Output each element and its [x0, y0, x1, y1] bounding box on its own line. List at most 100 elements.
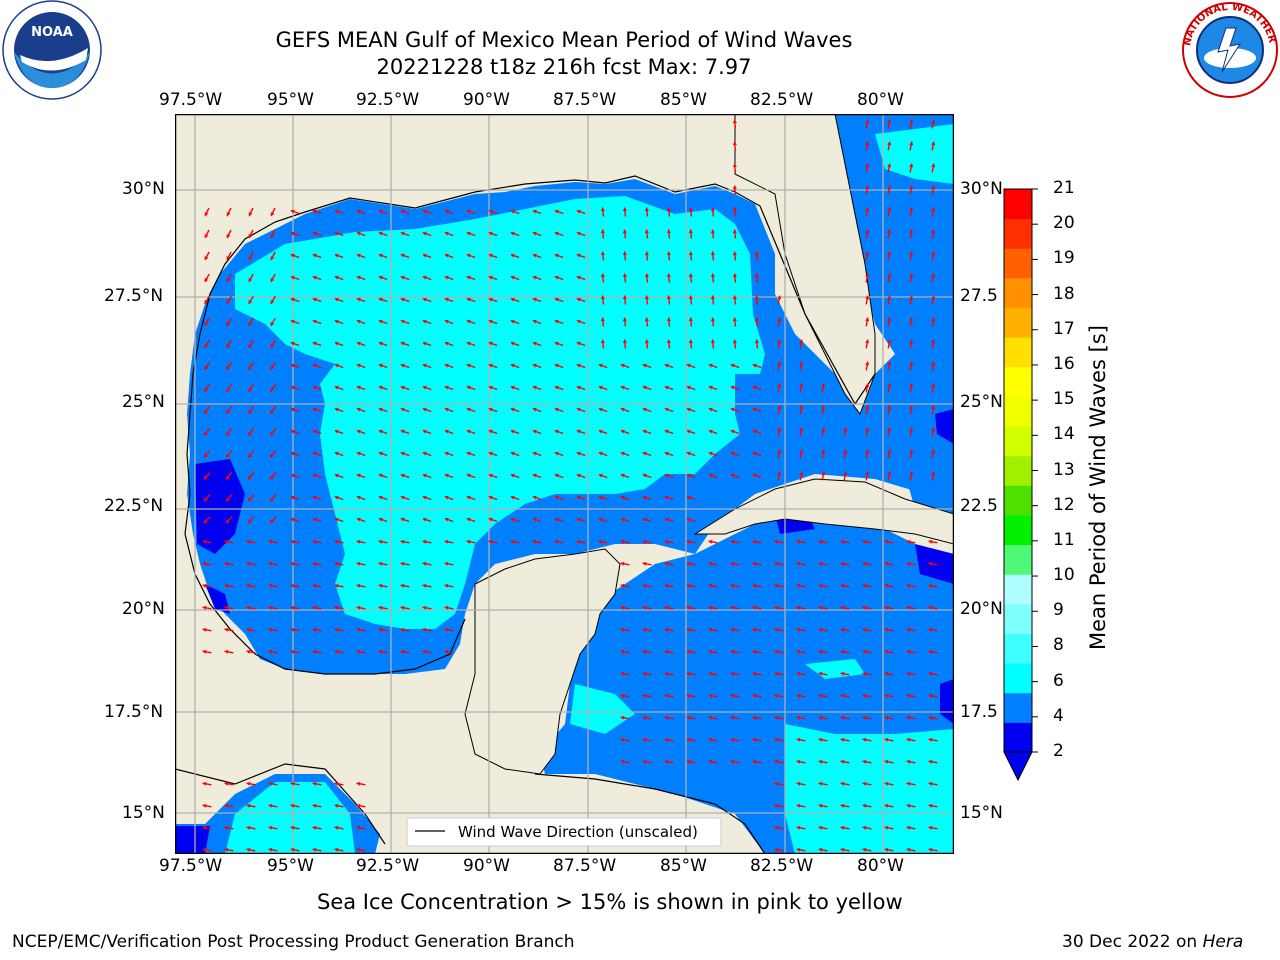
wave-arrow-head — [400, 627, 405, 632]
wave-arrow-head — [686, 671, 691, 676]
wave-arrow-head — [532, 341, 537, 346]
wave-arrow-head — [928, 847, 933, 852]
wave-arrow-head — [466, 297, 471, 302]
wave-arrow-head — [840, 649, 845, 654]
wave-arrow-head — [268, 583, 273, 588]
wave-arrow-head — [754, 273, 759, 278]
wave-arrow-head — [356, 341, 361, 346]
wave-arrow-head — [226, 519, 230, 524]
wave-arrow-head — [730, 561, 735, 566]
wave-arrow-head — [444, 605, 449, 610]
wave-arrow-head — [488, 429, 493, 434]
wave-arrow-head — [600, 295, 605, 300]
wave-arrow-head — [226, 497, 230, 502]
wave-arrow-head — [290, 363, 295, 368]
wave-arrow-head — [204, 299, 209, 304]
wave-arrow-head — [710, 339, 715, 344]
wave-arrow-head — [334, 385, 339, 390]
wave-arrow-head — [931, 427, 936, 432]
wave-arrow-head — [270, 409, 275, 414]
wave-arrow-head — [730, 737, 735, 742]
wave-arrow-head — [268, 605, 273, 610]
wave-arrow-head — [708, 671, 713, 676]
lon-label: 90°W — [463, 856, 510, 876]
wave-arrow-head — [708, 715, 713, 720]
wave-arrow-head — [840, 737, 845, 742]
wave-arrow-head — [710, 207, 715, 212]
wave-arrow-head — [356, 253, 361, 258]
lon-label: 87.5°W — [553, 856, 617, 876]
wave-arrow-head — [466, 319, 471, 324]
wave-arrow-head — [862, 627, 867, 632]
wave-arrow-head — [752, 407, 757, 412]
wave-arrow-head — [840, 715, 845, 720]
wave-arrow-head — [752, 671, 757, 676]
wave-arrow-head — [818, 583, 823, 588]
wave-arrow-head — [378, 627, 383, 632]
wave-arrow-head — [270, 212, 275, 217]
wave-arrow-head — [488, 495, 493, 500]
wave-arrow-head — [909, 119, 914, 124]
wave-arrow-head — [884, 539, 889, 544]
wave-arrow-head — [840, 671, 845, 676]
wave-arrow-head — [843, 427, 848, 432]
colorbar-band — [1004, 633, 1032, 664]
colorbar-band — [1004, 574, 1032, 605]
wave-arrow-head — [290, 231, 295, 236]
wave-arrow-head — [840, 825, 845, 830]
wave-arrow-head — [400, 605, 405, 610]
lon-label: 95°W — [267, 90, 314, 110]
wave-arrow-head — [290, 385, 295, 390]
wave-arrow-head — [686, 759, 691, 764]
wave-arrow-head — [554, 473, 559, 478]
wave-arrow-head — [865, 119, 870, 124]
wave-arrow-head — [576, 209, 581, 214]
wave-arrow-head — [774, 583, 779, 588]
wave-arrow-head — [400, 561, 405, 566]
wave-arrow-head — [510, 297, 515, 302]
wave-arrow-head — [664, 605, 669, 610]
wave-arrow-head — [600, 229, 605, 234]
wave-arrow-head — [422, 451, 427, 456]
wave-arrow-head — [466, 275, 471, 280]
colorbar-band — [1004, 337, 1032, 368]
wave-arrow-head — [730, 473, 735, 478]
wave-arrow-head — [906, 737, 911, 742]
wave-arrow-head — [226, 277, 231, 282]
wave-arrow-head — [777, 405, 782, 410]
wave-arrow-head — [799, 383, 804, 388]
wave-arrow-head — [356, 605, 361, 610]
wave-arrow-head — [730, 451, 735, 456]
wave-arrow-head — [268, 847, 273, 852]
wave-arrow-head — [906, 715, 911, 720]
wave-arrow-head — [686, 627, 691, 632]
wave-arrow-head — [576, 363, 581, 368]
wave-arrow-head — [796, 671, 801, 676]
wave-arrow-head — [466, 363, 471, 368]
wave-arrow-head — [928, 605, 933, 610]
wave-arrow-head — [664, 671, 669, 676]
wave-arrow-head — [840, 693, 845, 698]
wave-arrow-head — [554, 495, 559, 500]
wave-arrow-head — [931, 163, 936, 168]
wave-arrow-head — [688, 207, 693, 212]
wave-arrow-head — [576, 253, 581, 258]
wave-arrow-head — [664, 385, 669, 390]
wave-arrow-head — [686, 363, 691, 368]
wave-arrow-head — [312, 473, 317, 478]
wave-arrow-head — [928, 737, 933, 742]
wave-arrow-head — [688, 229, 693, 234]
lon-label: 80°W — [857, 90, 904, 110]
wave-arrow-head — [290, 627, 295, 632]
wave-arrow-head — [730, 583, 735, 588]
wave-arrow-head — [865, 141, 870, 146]
wave-arrow-head — [818, 803, 823, 808]
wave-arrow-head — [356, 385, 361, 390]
wave-arrow-head — [290, 275, 295, 280]
wave-arrow-head — [887, 427, 892, 432]
wave-arrow-head — [378, 539, 383, 544]
wave-arrow-head — [774, 759, 779, 764]
wave-arrow-head — [488, 451, 493, 456]
wave-arrow-head — [532, 297, 537, 302]
wave-arrow-head — [732, 141, 737, 146]
